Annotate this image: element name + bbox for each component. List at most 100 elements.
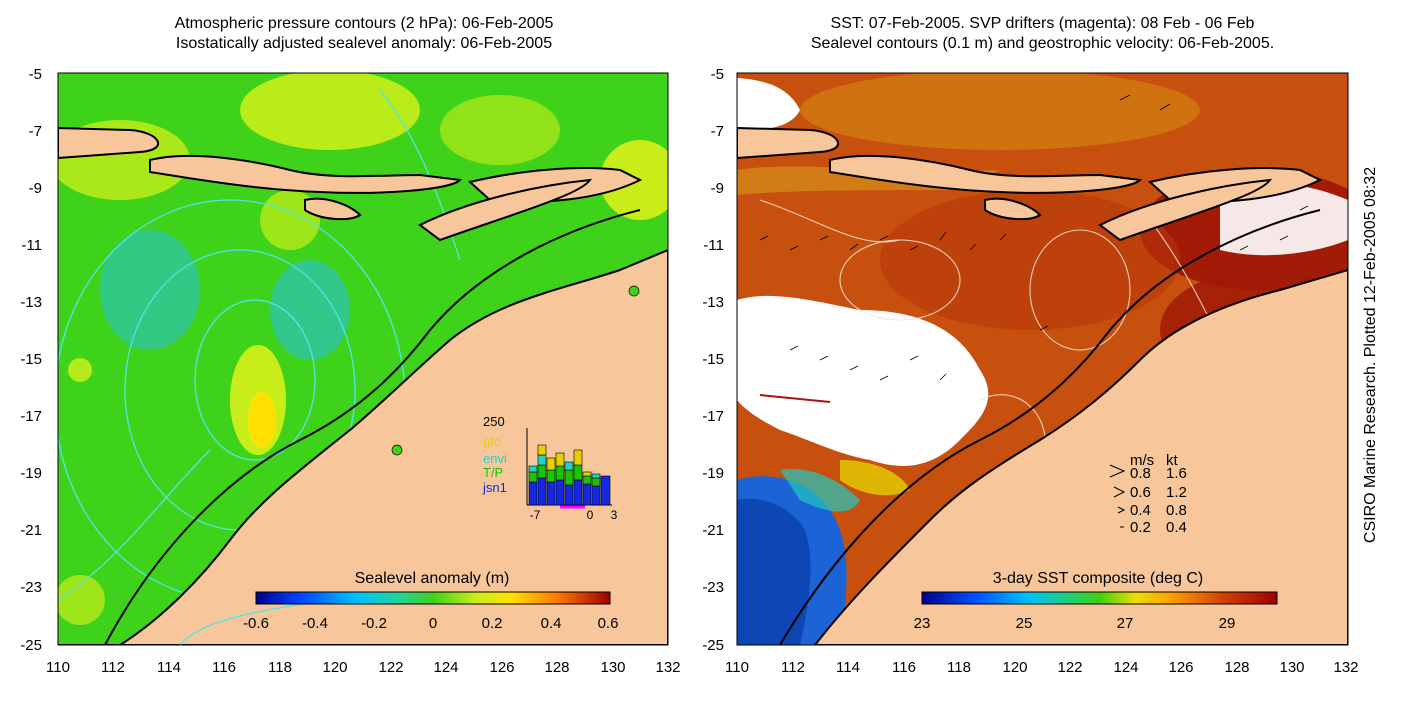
- sumba-island: [304, 197, 362, 221]
- sla-colorbar-title: Sealevel anomaly (m): [355, 570, 510, 587]
- sla-colorbar-tick: -0.4: [302, 615, 328, 632]
- right-y-tick: -7: [711, 123, 724, 140]
- left-y-tick: -15: [20, 351, 42, 368]
- sst-colorbar: 3-day SST composite (deg C) 23 25 27 29: [914, 570, 1278, 632]
- left-x-tick: 132: [655, 659, 680, 676]
- right-x-tick: 126: [1168, 659, 1193, 676]
- left-x-tick: 120: [322, 659, 347, 676]
- sla-colorbar: Sealevel anomaly (m) -0.6 -0.4 -0.2 0 0.…: [243, 570, 618, 632]
- velocity-legend-ms: 0.4: [1130, 502, 1151, 519]
- right-x-tick: 130: [1279, 659, 1304, 676]
- lesser-sunda-islands: [149, 154, 463, 194]
- velocity-legend-ms: 0.2: [1130, 519, 1151, 536]
- velocity-legend: m/s kt 0.8 1.6 0.6 1.2 0.4 0.8 0.2 0.4: [1109, 452, 1187, 536]
- sla-colorbar-tick: -0.6: [243, 615, 269, 632]
- right-x-tick: 128: [1224, 659, 1249, 676]
- right-map: -5 -7 -9 -11 -13 -15 -17 -19 -21 -23 -25…: [702, 66, 1358, 676]
- right-y-tick: -25: [702, 637, 724, 654]
- right-y-tick: -9: [711, 180, 724, 197]
- left-y-tick: -21: [20, 522, 42, 539]
- sst-colorbar-title: 3-day SST composite (deg C): [993, 570, 1203, 587]
- geostrophic-velocity-arrows: [759, 94, 1309, 381]
- velocity-legend-ms: 0.8: [1130, 465, 1151, 482]
- right-y-tick: -17: [702, 408, 724, 425]
- left-map-title: Atmospheric pressure contours (2 hPa): 0…: [60, 14, 668, 54]
- left-x-tick: 122: [378, 659, 403, 676]
- velocity-legend-ms-header: m/s: [1130, 452, 1154, 469]
- right-y-tick: -19: [702, 465, 724, 482]
- right-x-tick: 124: [1113, 659, 1138, 676]
- left-y-tick: -5: [29, 66, 42, 83]
- right-x-tick: 132: [1333, 659, 1358, 676]
- left-y-tick: -9: [29, 180, 42, 197]
- left-x-tick: 110: [46, 659, 70, 676]
- velocity-legend-kt: 0.8: [1166, 502, 1187, 519]
- inset-legend-gfo: gfo: [483, 434, 501, 449]
- velocity-legend-kt-header: kt: [1166, 452, 1179, 469]
- left-x-axis: 110 112 114 116 118 120 122 124 126 128 …: [46, 659, 680, 676]
- inset-x-tick: 3: [611, 508, 618, 522]
- right-x-tick: 118: [947, 659, 971, 676]
- left-title-line2: Isostatically adjusted sealevel anomaly:…: [175, 35, 553, 52]
- left-x-tick: 112: [101, 659, 125, 676]
- right-x-tick: 122: [1057, 659, 1082, 676]
- right-y-tick: -5: [711, 66, 724, 83]
- sla-colorbar-tick: 0.6: [598, 615, 619, 632]
- left-y-tick: -25: [20, 637, 42, 654]
- left-plot-frame: [57, 72, 669, 646]
- right-y-tick: -15: [702, 351, 724, 368]
- right-plot-frame: [736, 72, 1349, 646]
- velocity-legend-ms: 0.6: [1130, 484, 1151, 501]
- inset-x-tick: 0: [587, 508, 594, 522]
- left-map: -5 -7 -9 -11 -13 -15 -17 -19 -21 -23 -25…: [20, 66, 680, 676]
- sst-colorbar-tick: 25: [1016, 615, 1033, 632]
- right-title-line1: SST: 07-Feb-2005. SVP drifters (magenta)…: [830, 15, 1255, 32]
- sst-colorbar-tick: 23: [914, 615, 931, 632]
- right-x-tick: 114: [836, 659, 860, 676]
- left-y-tick: -11: [21, 237, 42, 254]
- left-x-tick: 126: [489, 659, 514, 676]
- left-title-line1: Atmospheric pressure contours (2 hPa): 0…: [174, 15, 554, 32]
- sla-colorbar-tick: 0.2: [482, 615, 503, 632]
- sla-colorbar-tick: 0.4: [541, 615, 562, 632]
- altimeter-inset: 250 gfo envi T/P jsn1 -7 0 3: [482, 414, 618, 522]
- velocity-legend-kt: 0.4: [1166, 519, 1187, 536]
- sla-colorbar-tick: 0: [429, 615, 437, 632]
- cloud-gap: [737, 295, 989, 466]
- right-title-line2: Sealevel contours (0.1 m) and geostrophi…: [810, 35, 1275, 52]
- right-x-axis: 110 112 114 116 118 120 122 124 126 128 …: [725, 659, 1358, 676]
- right-map-title: SST: 07-Feb-2005. SVP drifters (magenta)…: [737, 14, 1348, 54]
- right-x-tick: 110: [725, 659, 749, 676]
- australia-land-right: [813, 268, 1348, 645]
- inset-legend-envi: envi: [483, 451, 507, 466]
- left-x-tick: 130: [600, 659, 625, 676]
- inset-legend-tp: T/P: [483, 465, 503, 480]
- velocity-legend-kt: 1.6: [1166, 465, 1187, 482]
- right-y-tick: -13: [702, 294, 724, 311]
- left-x-tick: 128: [544, 659, 569, 676]
- australia-land: [58, 248, 668, 645]
- left-x-tick: 118: [268, 659, 292, 676]
- left-y-tick: -19: [20, 465, 42, 482]
- left-y-tick: -17: [20, 408, 42, 425]
- left-y-axis: -5 -7 -9 -11 -13 -15 -17 -19 -21 -23 -25: [20, 66, 42, 654]
- right-x-tick: 112: [781, 659, 805, 676]
- right-x-tick: 116: [892, 659, 916, 676]
- right-y-axis: -5 -7 -9 -11 -13 -15 -17 -19 -21 -23 -25: [702, 66, 724, 654]
- right-y-tick: -23: [702, 579, 724, 596]
- sst-colorbar-tick: 27: [1117, 615, 1134, 632]
- right-y-tick: -11: [703, 237, 724, 254]
- velocity-legend-kt: 1.2: [1166, 484, 1187, 501]
- sla-colorbar-tick: -0.2: [361, 615, 387, 632]
- inset-x-tick: -7: [530, 508, 541, 522]
- left-y-tick: -7: [29, 123, 42, 140]
- right-y-tick: -21: [702, 522, 724, 539]
- left-y-tick: -23: [20, 579, 42, 596]
- left-x-tick: 124: [433, 659, 458, 676]
- sst-colorbar-tick: 29: [1219, 615, 1236, 632]
- right-x-tick: 120: [1002, 659, 1027, 676]
- inset-top-label: 250: [483, 414, 505, 429]
- left-x-tick: 116: [212, 659, 236, 676]
- left-y-tick: -13: [20, 294, 42, 311]
- inset-legend-jsn1: jsn1: [482, 480, 507, 495]
